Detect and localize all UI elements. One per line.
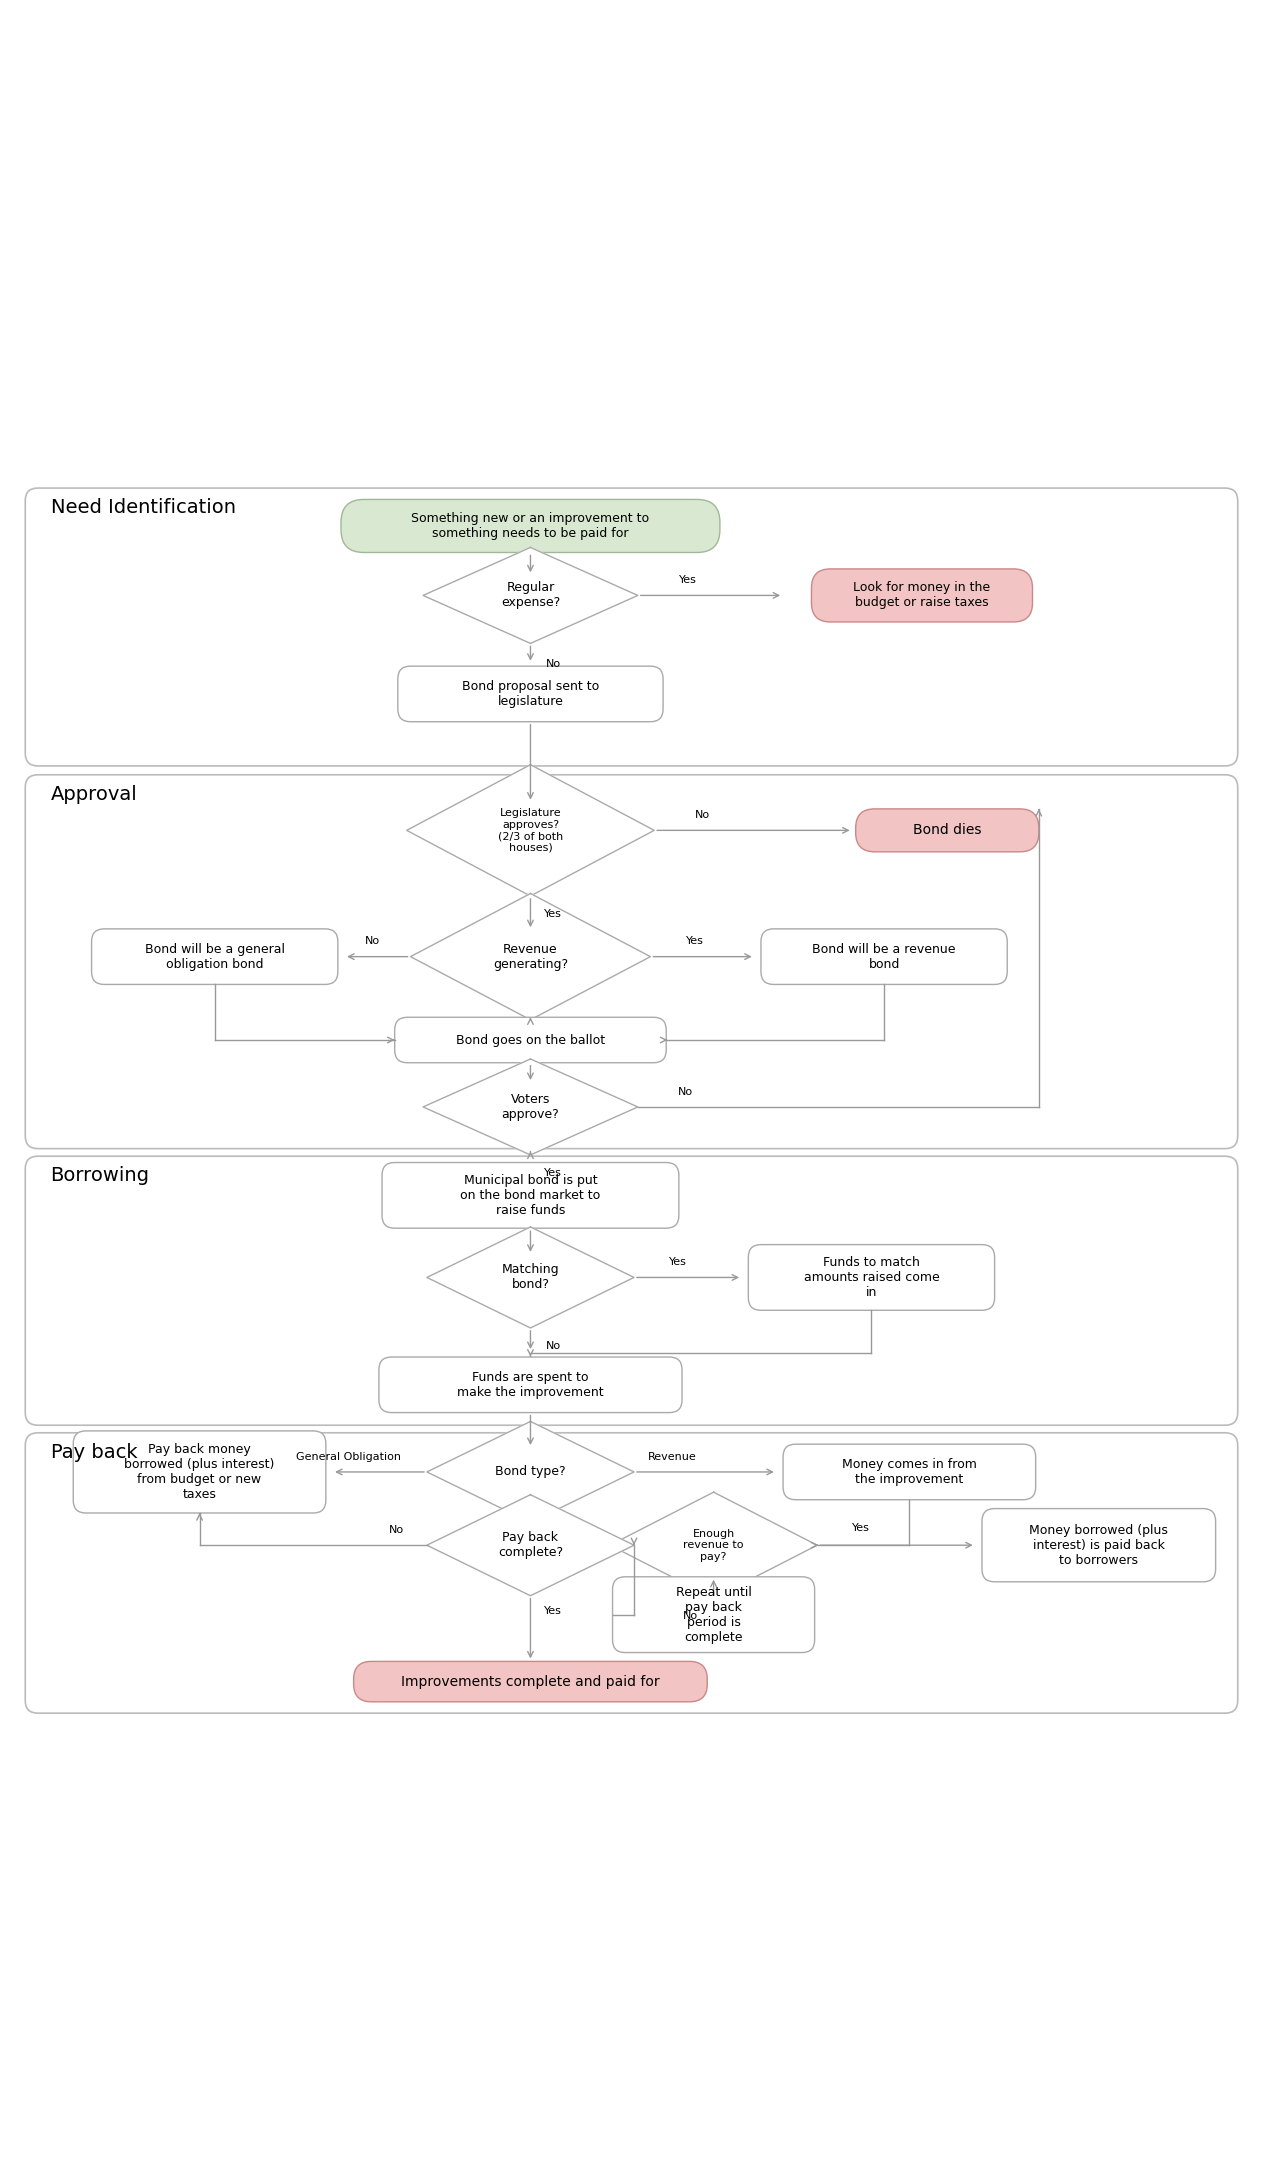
FancyBboxPatch shape — [856, 809, 1038, 851]
Text: Borrowing: Borrowing — [51, 1166, 149, 1186]
Text: Look for money in the
budget or raise taxes: Look for money in the budget or raise ta… — [854, 581, 990, 609]
FancyBboxPatch shape — [25, 487, 1238, 766]
Text: General Obligation: General Obligation — [296, 1451, 402, 1462]
Polygon shape — [423, 1060, 638, 1155]
FancyBboxPatch shape — [25, 775, 1238, 1149]
Text: Bond will be a general
obligation bond: Bond will be a general obligation bond — [145, 942, 284, 970]
FancyBboxPatch shape — [379, 1358, 682, 1412]
Text: Pay back money
borrowed (plus interest)
from budget or new
taxes: Pay back money borrowed (plus interest) … — [124, 1443, 275, 1501]
Polygon shape — [427, 1495, 634, 1595]
FancyBboxPatch shape — [25, 1155, 1238, 1425]
Polygon shape — [410, 894, 650, 1021]
Text: Revenue
generating?: Revenue generating? — [493, 942, 568, 970]
Text: Yes: Yes — [544, 1169, 562, 1177]
Text: Money borrowed (plus
interest) is paid back
to borrowers: Money borrowed (plus interest) is paid b… — [1029, 1523, 1168, 1567]
Text: Yes: Yes — [853, 1523, 870, 1532]
FancyBboxPatch shape — [811, 568, 1032, 622]
Text: Bond dies: Bond dies — [913, 823, 981, 838]
Text: Matching
bond?: Matching bond? — [501, 1264, 560, 1290]
Text: Repeat until
pay back
period is
complete: Repeat until pay back period is complete — [676, 1586, 751, 1643]
Text: No: No — [678, 1086, 693, 1097]
Text: Bond will be a revenue
bond: Bond will be a revenue bond — [812, 942, 956, 970]
FancyBboxPatch shape — [613, 1578, 815, 1652]
FancyBboxPatch shape — [354, 1662, 707, 1702]
FancyBboxPatch shape — [748, 1245, 994, 1310]
Text: Voters
approve?: Voters approve? — [501, 1092, 560, 1121]
FancyBboxPatch shape — [73, 1432, 326, 1512]
Text: Yes: Yes — [669, 1258, 687, 1266]
Text: Municipal bond is put
on the bond market to
raise funds: Municipal bond is put on the bond market… — [460, 1173, 601, 1216]
Text: Revenue: Revenue — [648, 1451, 696, 1462]
Text: No: No — [683, 1610, 698, 1621]
FancyBboxPatch shape — [760, 929, 1007, 984]
Text: Bond type?: Bond type? — [495, 1464, 566, 1478]
Text: Need Identification: Need Identification — [51, 498, 235, 518]
Text: Yes: Yes — [544, 1606, 562, 1617]
Text: Approval: Approval — [51, 786, 138, 803]
Polygon shape — [427, 1421, 634, 1523]
Text: Yes: Yes — [544, 910, 562, 918]
Text: No: No — [695, 809, 710, 820]
Text: Bond goes on the ballot: Bond goes on the ballot — [456, 1034, 605, 1047]
FancyBboxPatch shape — [341, 500, 720, 553]
FancyBboxPatch shape — [381, 1162, 679, 1227]
Text: Regular
expense?: Regular expense? — [501, 581, 560, 609]
FancyBboxPatch shape — [394, 1016, 667, 1062]
FancyBboxPatch shape — [983, 1508, 1215, 1582]
FancyBboxPatch shape — [783, 1445, 1036, 1499]
Text: No: No — [546, 659, 561, 668]
Text: Improvements complete and paid for: Improvements complete and paid for — [402, 1676, 659, 1689]
Text: Enough
revenue to
pay?: Enough revenue to pay? — [683, 1528, 744, 1562]
FancyBboxPatch shape — [25, 1432, 1238, 1713]
Text: Bond proposal sent to
legislature: Bond proposal sent to legislature — [462, 679, 599, 707]
Text: Something new or an improvement to
something needs to be paid for: Something new or an improvement to somet… — [412, 511, 649, 540]
Text: Legislature
approves?
(2/3 of both
houses): Legislature approves? (2/3 of both house… — [498, 807, 563, 853]
Polygon shape — [407, 764, 654, 897]
Polygon shape — [423, 548, 638, 644]
Text: Pay back: Pay back — [51, 1443, 138, 1462]
Text: Funds are spent to
make the improvement: Funds are spent to make the improvement — [457, 1371, 604, 1399]
Text: Funds to match
amounts raised come
in: Funds to match amounts raised come in — [803, 1256, 940, 1299]
Polygon shape — [427, 1227, 634, 1327]
Text: Money comes in from
the improvement: Money comes in from the improvement — [842, 1458, 976, 1486]
Text: Yes: Yes — [686, 936, 703, 947]
Text: No: No — [365, 936, 380, 947]
Text: Pay back
complete?: Pay back complete? — [498, 1532, 563, 1560]
Text: No: No — [389, 1525, 404, 1534]
FancyBboxPatch shape — [398, 666, 663, 722]
Polygon shape — [610, 1493, 817, 1597]
Text: Yes: Yes — [679, 574, 697, 585]
FancyBboxPatch shape — [92, 929, 338, 984]
Text: No: No — [546, 1340, 561, 1351]
